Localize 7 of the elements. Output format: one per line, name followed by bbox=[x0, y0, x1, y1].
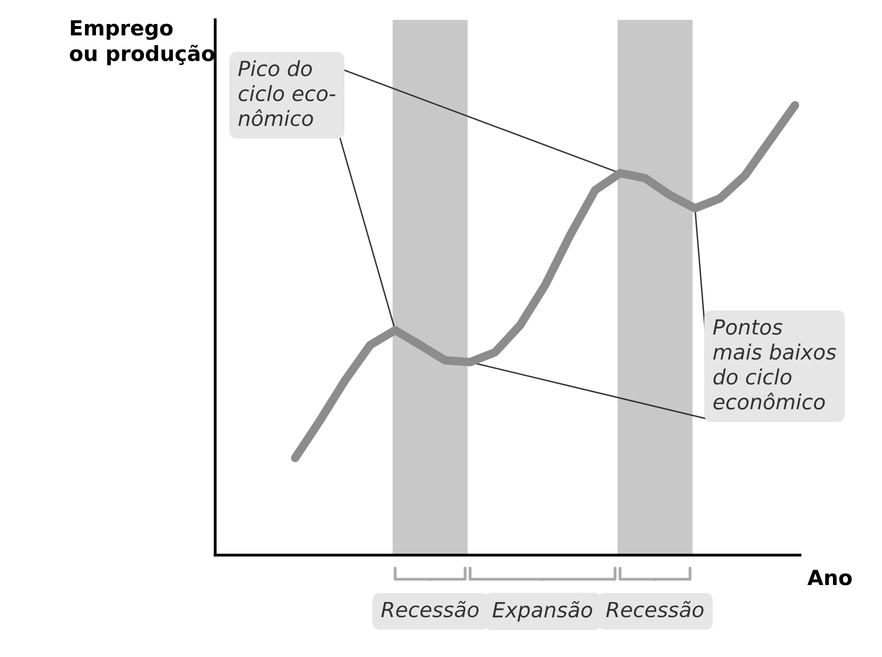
text: Expansão bbox=[492, 601, 592, 622]
text: Recessão bbox=[381, 600, 479, 618]
annotation: Pontos mais baixos do ciclo econômico bbox=[713, 319, 836, 410]
y-axis-title: Emprego ou produção bbox=[70, 20, 214, 66]
text: Recessão bbox=[606, 600, 704, 618]
x-axis-title: Ano bbox=[807, 570, 852, 586]
annotation: Pico do ciclo eco- nômico bbox=[238, 60, 336, 126]
